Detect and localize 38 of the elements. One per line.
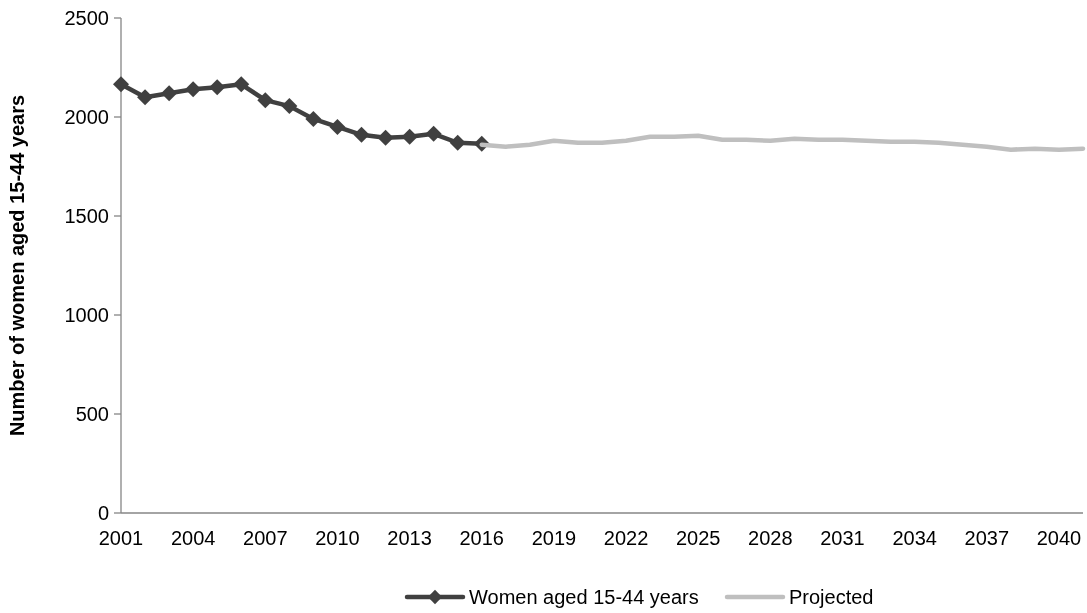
x-tick-label: 2007 (243, 527, 288, 549)
point (425, 125, 442, 142)
point (281, 98, 298, 115)
legend-label: Projected (789, 586, 874, 608)
y-tick-label: 2000 (64, 106, 109, 128)
x-tick-label: 2022 (603, 527, 649, 549)
y-tick-label: 1500 (64, 205, 109, 227)
x-tick-label: 2004 (170, 527, 216, 549)
point (233, 76, 250, 93)
x-tick-label: 2037 (964, 527, 1010, 549)
point (113, 76, 129, 93)
x-tick-label: 2013 (387, 527, 432, 549)
y-tick-label: 0 (97, 502, 109, 524)
y-tick-label: 2500 (64, 7, 109, 29)
point (257, 92, 274, 109)
y-tick-label: 500 (75, 403, 109, 425)
point (353, 126, 370, 143)
point (161, 85, 178, 102)
y-axis-title: Number of women aged 15-44 years (6, 94, 28, 437)
point (401, 128, 418, 145)
point (209, 79, 226, 96)
x-tick-label: 2016 (459, 527, 504, 549)
y-tick-label: 1000 (64, 304, 109, 326)
x-tick-label: 2034 (892, 527, 937, 549)
point (449, 134, 466, 151)
x-tick-label: 2025 (675, 527, 721, 549)
legend-label: Women aged 15-44 years (469, 586, 699, 608)
x-tick-label: 2001 (98, 527, 144, 549)
x-tick-label: 2031 (820, 527, 865, 549)
point (329, 118, 346, 135)
x-tick-label: 2040 (1036, 527, 1082, 549)
point (305, 110, 322, 127)
x-tick-label: 2010 (315, 527, 360, 549)
point (185, 81, 202, 98)
point (137, 89, 154, 106)
point (377, 129, 394, 146)
x-tick-label: 2028 (748, 527, 793, 549)
x-tick-label: 2019 (531, 527, 577, 549)
